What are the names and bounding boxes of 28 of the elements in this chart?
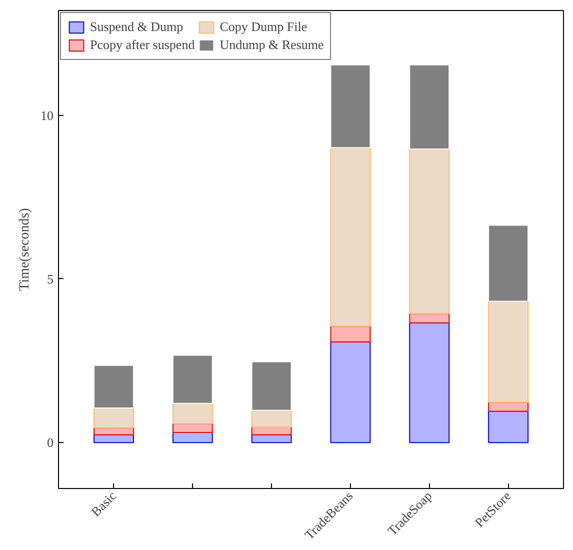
legend-label: Pcopy after suspend [90,37,195,53]
bar [409,322,450,444]
bar [488,300,528,403]
bar [488,410,528,444]
bar [330,147,371,327]
bar [409,313,450,324]
bar [330,326,371,342]
y-tick-label: 0 [47,435,54,450]
bar [172,432,213,444]
bar [409,64,450,150]
bar [330,64,371,148]
y-tick-label: 5 [47,271,54,286]
bar [251,410,292,428]
legend-label: Copy Dump File [220,19,308,35]
bar [94,407,134,428]
bar [251,426,292,436]
legend-label: Suspend & Dump [90,19,184,35]
bar [251,361,292,411]
bar [172,402,213,424]
bar [330,341,371,444]
bar [172,354,213,404]
bar [409,148,450,314]
bar [488,224,528,302]
y-tick-label: 10 [40,108,54,123]
bar [172,423,213,434]
bar [94,364,134,408]
y-axis-title: Time(seconds) [18,208,32,291]
legend-label: Undump & Resume [220,37,324,53]
